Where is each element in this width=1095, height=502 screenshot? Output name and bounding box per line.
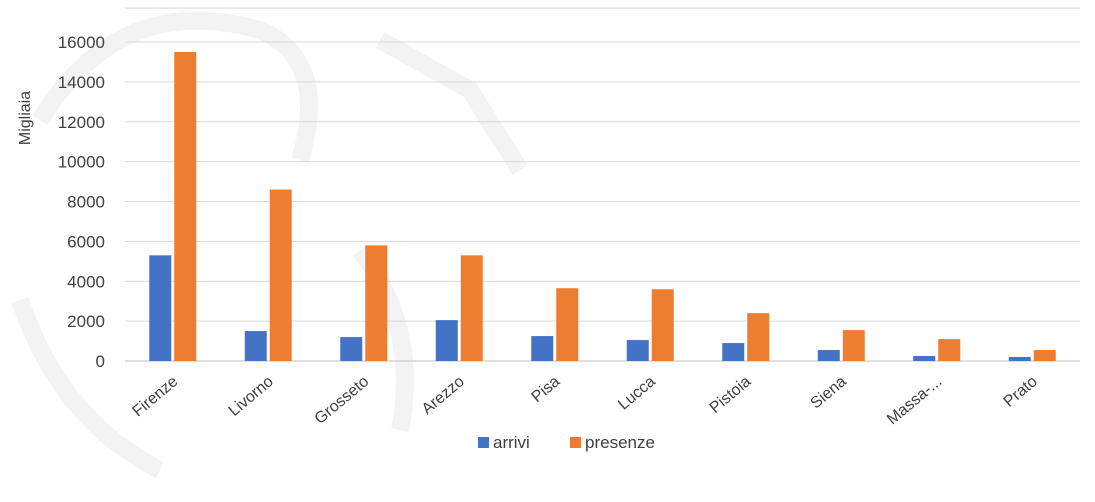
x-category-label: Arezzo	[419, 373, 468, 418]
x-category-label: Livorno	[226, 373, 277, 420]
bar-arrivi-3	[435, 320, 458, 361]
bar-arrivi-6	[722, 343, 745, 361]
bar-arrivi-4	[531, 336, 554, 361]
bar-presenze-3	[460, 255, 483, 361]
bar-presenze-9	[1033, 350, 1056, 361]
y-tick-label: 6000	[67, 232, 105, 251]
bar-arrivi-9	[1008, 357, 1031, 361]
bar-presenze-2	[365, 245, 388, 361]
y-tick-label: 14000	[58, 73, 105, 92]
y-tick-label: 12000	[58, 113, 105, 132]
gridlines	[125, 7, 1080, 362]
x-category-label: Grosseto	[312, 373, 373, 428]
x-category-label: Lucca	[615, 373, 659, 414]
x-category-label: Pistoia	[707, 373, 755, 417]
x-category-label: Pisa	[529, 373, 564, 406]
bar-arrivi-5	[626, 340, 649, 361]
bar-arrivi-7	[817, 350, 840, 361]
x-axis-labels: Firenze Livorno Grosseto Arezzo Pisa Lucca Pis…	[130, 373, 1041, 428]
x-category-label: Prato	[1001, 373, 1041, 411]
x-category-label: Siena	[808, 373, 850, 412]
y-tick-label: 16000	[58, 33, 105, 52]
legend-swatch-presenze	[570, 437, 581, 448]
bar-presenze-5	[651, 289, 674, 361]
bar-presenze-1	[269, 189, 292, 361]
bar-presenze-0	[174, 51, 197, 361]
legend-label-arrivi: arrivi	[493, 433, 530, 452]
y-tick-label: 2000	[67, 312, 105, 331]
y-tick-label: 8000	[67, 193, 105, 212]
y-tick-label: 10000	[58, 153, 105, 172]
bar-presenze-8	[938, 339, 961, 361]
x-category-label: Firenze	[130, 373, 182, 420]
y-tick-label: 0	[96, 352, 105, 371]
legend: arrivi presenze	[478, 433, 655, 452]
bar-presenze-7	[842, 330, 865, 361]
y-axis-title: Migliaia	[17, 91, 34, 145]
bar-presenze-6	[747, 313, 770, 361]
x-category-label: Massa-...	[884, 373, 945, 428]
legend-swatch-arrivi	[478, 437, 489, 448]
y-tick-label: 4000	[67, 272, 105, 291]
y-axis-ticks: 0 2000 4000 6000 8000 10000 12000 14000 16000	[58, 33, 105, 371]
bar-arrivi-8	[913, 356, 936, 361]
bar-arrivi-0	[149, 255, 172, 361]
bar-presenze-4	[556, 288, 579, 361]
bar-arrivi-2	[340, 337, 363, 361]
bar-arrivi-1	[244, 331, 267, 361]
legend-label-presenze: presenze	[585, 433, 655, 452]
bars	[149, 51, 1056, 361]
